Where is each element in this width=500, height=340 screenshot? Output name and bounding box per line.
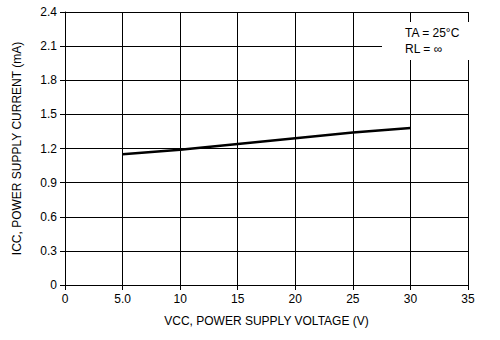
svg-text:2.1: 2.1 <box>40 39 57 53</box>
svg-text:ICC, POWER SUPPLY CURRENT (mA): ICC, POWER SUPPLY CURRENT (mA) <box>10 42 24 255</box>
svg-text:10: 10 <box>173 292 187 306</box>
svg-text:0.3: 0.3 <box>40 244 57 258</box>
svg-text:2.4: 2.4 <box>40 5 57 19</box>
svg-text:1.2: 1.2 <box>40 142 57 156</box>
svg-text:RL = ∞: RL = ∞ <box>405 42 442 56</box>
svg-text:0.6: 0.6 <box>40 210 57 224</box>
svg-text:0: 0 <box>62 292 69 306</box>
svg-text:VCC, POWER SUPPLY VOLTAGE (V): VCC, POWER SUPPLY VOLTAGE (V) <box>164 314 369 328</box>
svg-text:15: 15 <box>231 292 245 306</box>
svg-text:35: 35 <box>461 292 475 306</box>
svg-text:0: 0 <box>50 278 57 292</box>
svg-text:30: 30 <box>404 292 418 306</box>
svg-text:1.5: 1.5 <box>40 107 57 121</box>
svg-text:1.8: 1.8 <box>40 73 57 87</box>
svg-text:0.9: 0.9 <box>40 176 57 190</box>
svg-text:20: 20 <box>289 292 303 306</box>
svg-text:5.0: 5.0 <box>114 292 131 306</box>
svg-text:TA = 25°C: TA = 25°C <box>405 26 460 40</box>
svg-text:25: 25 <box>346 292 360 306</box>
